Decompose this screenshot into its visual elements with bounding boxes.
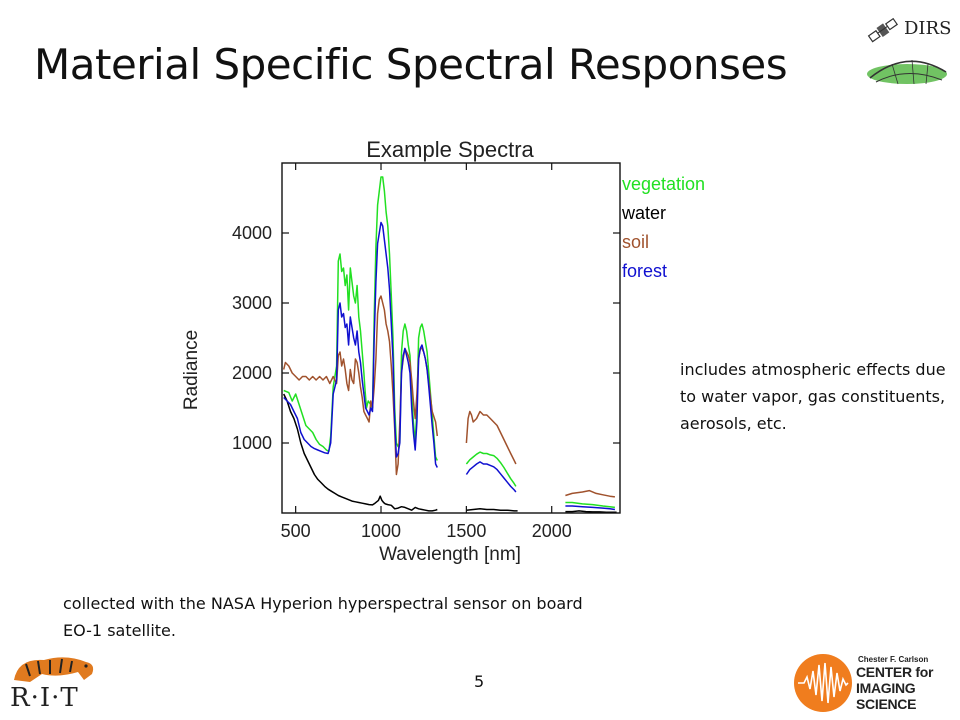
tiger-icon (14, 657, 94, 682)
sensor-note: collected with the NASA Hyperion hypersp… (63, 594, 583, 640)
dirs-logo-text: DIRS (904, 18, 952, 39)
series-line-soil-segment-3 (565, 489, 616, 498)
cis-logo-line3: SCIENCE (856, 696, 917, 712)
page-number: 5 (474, 672, 485, 691)
cis-logo-small: Chester F. Carlson (858, 655, 929, 664)
chart-title: Example Spectra (366, 137, 534, 162)
y-axis-label: Radiance (181, 330, 202, 410)
y-tick-label-1000: 1000 (232, 433, 272, 453)
x-tick-label-1500: 1500 (446, 521, 486, 541)
series-line-vegetation-segment-3 (565, 501, 616, 509)
series-line-forest-segment-2 (465, 461, 517, 493)
cis-logo-line2: IMAGING (856, 680, 916, 696)
atmospheric-note: includes atmospheric effects due to wate… (680, 360, 946, 433)
x-tick-label-1000: 1000 (361, 521, 401, 541)
waveform-circle-icon (794, 654, 852, 712)
spectra-chart: Example Spectra 500 1000 1500 2000 1000 2000 3… (181, 137, 705, 565)
legend-entry-forest: forest (622, 261, 667, 281)
x-tick-label-500: 500 (281, 521, 311, 541)
series-line-forest-segment-1 (283, 221, 438, 468)
legend: vegetation water soil forest (621, 174, 705, 281)
plot-frame (281, 162, 621, 514)
series-layer (282, 176, 617, 513)
y-tick-label-2000: 2000 (232, 363, 272, 383)
y-tick-label-4000: 4000 (232, 223, 272, 243)
imaging-science-logo: Chester F. Carlson CENTER for IMAGING SC… (792, 652, 957, 718)
legend-entry-soil: soil (622, 232, 649, 252)
x-tick-label-2000: 2000 (532, 521, 572, 541)
rit-logo-text: R·I·T (10, 683, 79, 713)
series-line-forest-segment-3 (565, 505, 616, 511)
slide-title: Material Specific Spectral Responses (34, 40, 788, 89)
series-line-vegetation-segment-1 (283, 176, 438, 461)
rit-logo: R·I·T (8, 650, 118, 718)
series-line-water-segment-2 (466, 508, 518, 512)
series-line-soil-segment-1 (282, 295, 439, 476)
y-tick-label-3000: 3000 (232, 293, 272, 313)
series-line-water-segment-1 (283, 393, 438, 512)
legend-entry-vegetation: vegetation (622, 174, 705, 194)
cis-logo-line1: CENTER for (856, 664, 934, 680)
dirs-logo: DIRS (862, 8, 952, 88)
series-line-vegetation-segment-2 (465, 451, 517, 487)
x-axis-label: Wavelength [nm] (379, 544, 521, 565)
axis-layer: 500 1000 1500 2000 1000 2000 3000 4000 (232, 163, 620, 541)
satellite-globe-icon (867, 17, 947, 85)
series-line-soil-segment-2 (465, 410, 517, 465)
legend-entry-water: water (621, 203, 666, 223)
series-line-water-segment-3 (565, 510, 617, 513)
